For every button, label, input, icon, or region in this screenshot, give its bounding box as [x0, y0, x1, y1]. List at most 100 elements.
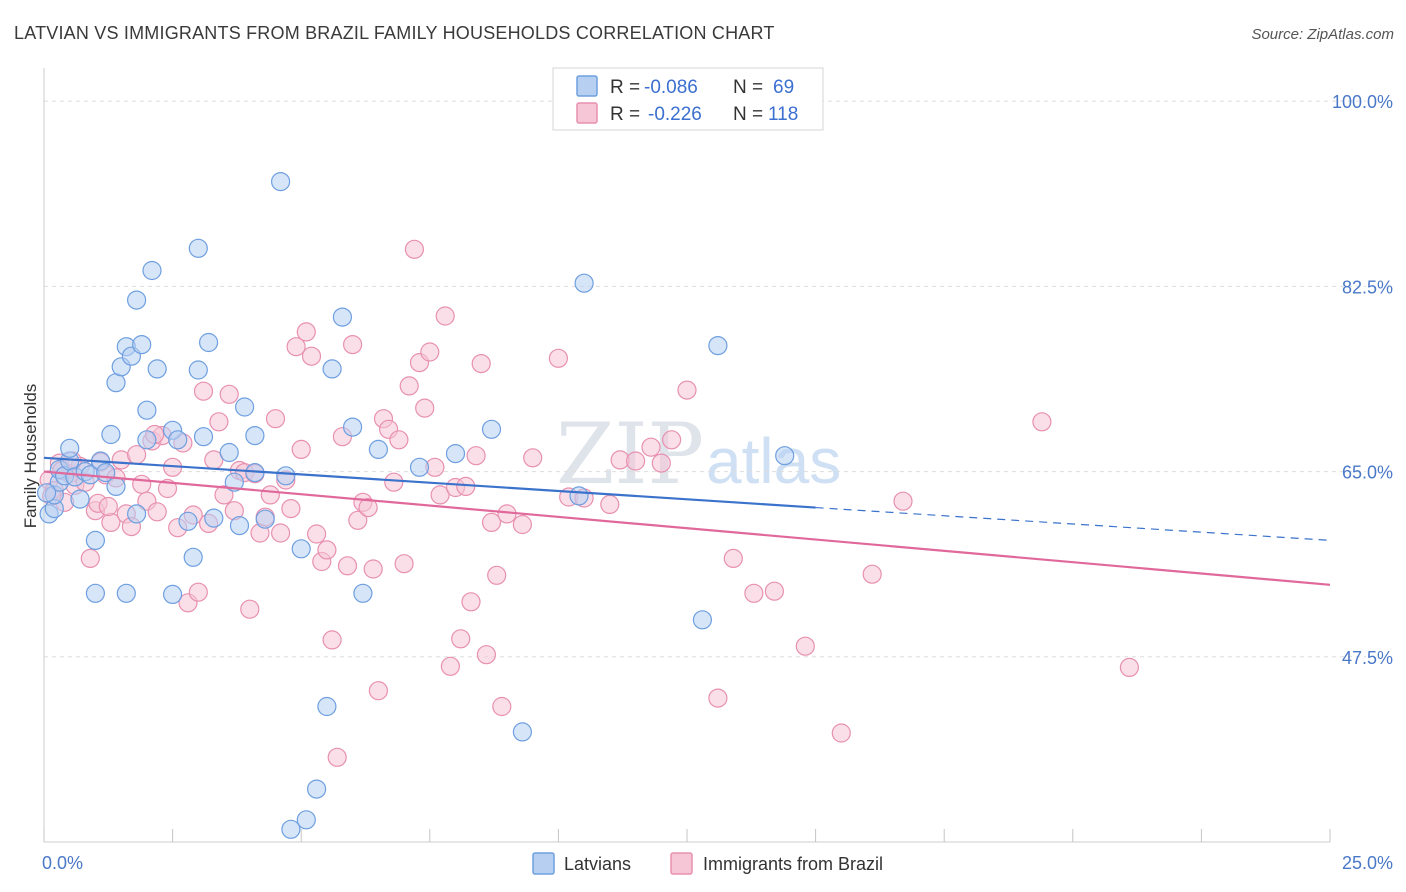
latvian-point-61: [481, 419, 502, 439]
series-latvians: [36, 172, 795, 839]
brazil-point-92: [548, 348, 569, 368]
brazil-point-109: [893, 491, 913, 511]
latvian-point-40: [219, 442, 239, 463]
latvian-point-38: [199, 332, 219, 353]
latvian-point-43: [235, 397, 255, 417]
brazil-point-70: [399, 376, 419, 396]
latvian-point-64: [574, 273, 594, 293]
brazil-point-101: [677, 380, 697, 400]
latvian-point-26: [137, 400, 157, 420]
brazil-point-104: [744, 583, 764, 603]
brazil-point-67: [384, 472, 404, 492]
brazil-point-49: [291, 439, 311, 459]
latvian-point-60: [445, 444, 466, 464]
latvian-point-23: [127, 290, 147, 310]
latvian-point-20: [116, 583, 136, 603]
latvian-point-56: [343, 417, 363, 437]
top-legend: R = -0.086 N = 69 R = -0.226 N = 118: [552, 67, 824, 131]
brazil-point-48: [286, 337, 306, 357]
y-tick-label-0: 47.5%: [1342, 648, 1393, 668]
brazil-point-55: [322, 630, 342, 650]
brazil-point-58: [337, 556, 358, 576]
latvian-point-24: [127, 504, 147, 524]
latvian-point-57: [353, 583, 373, 603]
brazil-point-62: [358, 498, 378, 518]
brazil-point-108: [862, 564, 882, 584]
brazil-point-76: [430, 485, 450, 505]
latvian-point-25: [132, 335, 152, 355]
brazil-point-69: [394, 554, 414, 574]
brazil-point-86: [481, 512, 502, 533]
brazil-point-80: [451, 629, 471, 649]
trend-line-latvians: [43, 456, 816, 509]
brazil-point-21: [147, 502, 167, 522]
brazil-point-73: [415, 398, 435, 418]
brazil-point-82: [461, 592, 481, 612]
brazil-point-83: [466, 446, 486, 466]
legend-n-value-1: 69: [773, 77, 794, 98]
brazil-point-85: [476, 645, 496, 665]
brazil-point-34: [214, 485, 234, 505]
bottom-legend-swatch-brazil: [670, 852, 693, 875]
latvian-point-27: [137, 430, 157, 450]
latvian-point-7: [60, 438, 80, 458]
latvian-point-44: [245, 426, 265, 446]
y-tick-label-3: 100.0%: [1332, 92, 1393, 112]
brazil-point-30: [193, 381, 214, 401]
bottom-legend-label-latvians: Latvians: [564, 854, 631, 874]
chart-source: Source: ZipAtlas.com: [1251, 26, 1394, 43]
brazil-point-105: [764, 581, 785, 601]
brazil-point-106: [795, 636, 815, 656]
latvian-point-49: [281, 819, 301, 839]
brazil-point-50: [296, 322, 316, 342]
legend-n-label-1: N =: [733, 77, 763, 98]
x-tick-label-min: 0.0%: [42, 853, 83, 873]
latvian-point-68: [36, 483, 57, 503]
brazil-point-111: [1119, 657, 1140, 678]
legend-r-label-1: R =: [610, 77, 640, 98]
gridlines: [44, 100, 1366, 658]
brazil-point-110: [1032, 412, 1052, 432]
legend-swatch-brazil: [576, 102, 598, 124]
legend-r-value-1: -0.086: [644, 77, 698, 98]
bottom-legend-swatch-latvians: [532, 852, 555, 875]
latvian-point-46: [255, 509, 275, 529]
watermark-atlas: atlas: [706, 425, 841, 497]
brazil-point-43: [260, 485, 280, 505]
brazil-point-29: [188, 582, 208, 602]
brazil-point-51: [301, 346, 322, 366]
latvian-point-63: [569, 486, 589, 506]
x-tick-labels: 0.0% 25.0%: [42, 853, 1393, 873]
brazil-point-87: [487, 565, 507, 585]
legend-n-value-2: 118: [768, 104, 798, 125]
legend-r-value-2: -0.226: [648, 104, 702, 125]
latvian-point-35: [188, 238, 208, 258]
latvian-point-47: [271, 172, 291, 192]
latvian-point-9: [70, 489, 90, 509]
latvian-point-12: [85, 530, 106, 551]
brazil-point-35: [219, 384, 239, 404]
bottom-legend-label-brazil: Immigrants from Brazil: [703, 854, 883, 874]
latvian-point-33: [178, 511, 198, 531]
brazil-point-84: [471, 354, 491, 374]
brazil-point-33: [209, 412, 229, 432]
y-tick-label-2: 82.5%: [1342, 277, 1393, 297]
latvian-point-53: [317, 696, 337, 717]
latvian-point-65: [692, 610, 713, 630]
brazil-point-45: [271, 523, 291, 543]
chart-title: LATVIAN VS IMMIGRANTS FROM BRAZIL FAMILY…: [14, 23, 775, 43]
latvian-point-51: [296, 810, 316, 830]
bottom-legend: Latvians Immigrants from Brazil: [532, 852, 883, 875]
latvian-point-50: [291, 539, 311, 559]
brazil-point-107: [831, 723, 851, 743]
brazil-point-91: [523, 448, 543, 468]
brazil-point-64: [368, 681, 388, 701]
x-tick-label-max: 25.0%: [1342, 853, 1393, 873]
latvian-point-41: [224, 472, 244, 492]
brazil-point-44: [265, 409, 286, 429]
brazil-point-8: [80, 548, 100, 569]
latvian-point-30: [163, 584, 183, 605]
top-legend-box: [552, 67, 824, 131]
latvian-point-17: [106, 476, 126, 496]
